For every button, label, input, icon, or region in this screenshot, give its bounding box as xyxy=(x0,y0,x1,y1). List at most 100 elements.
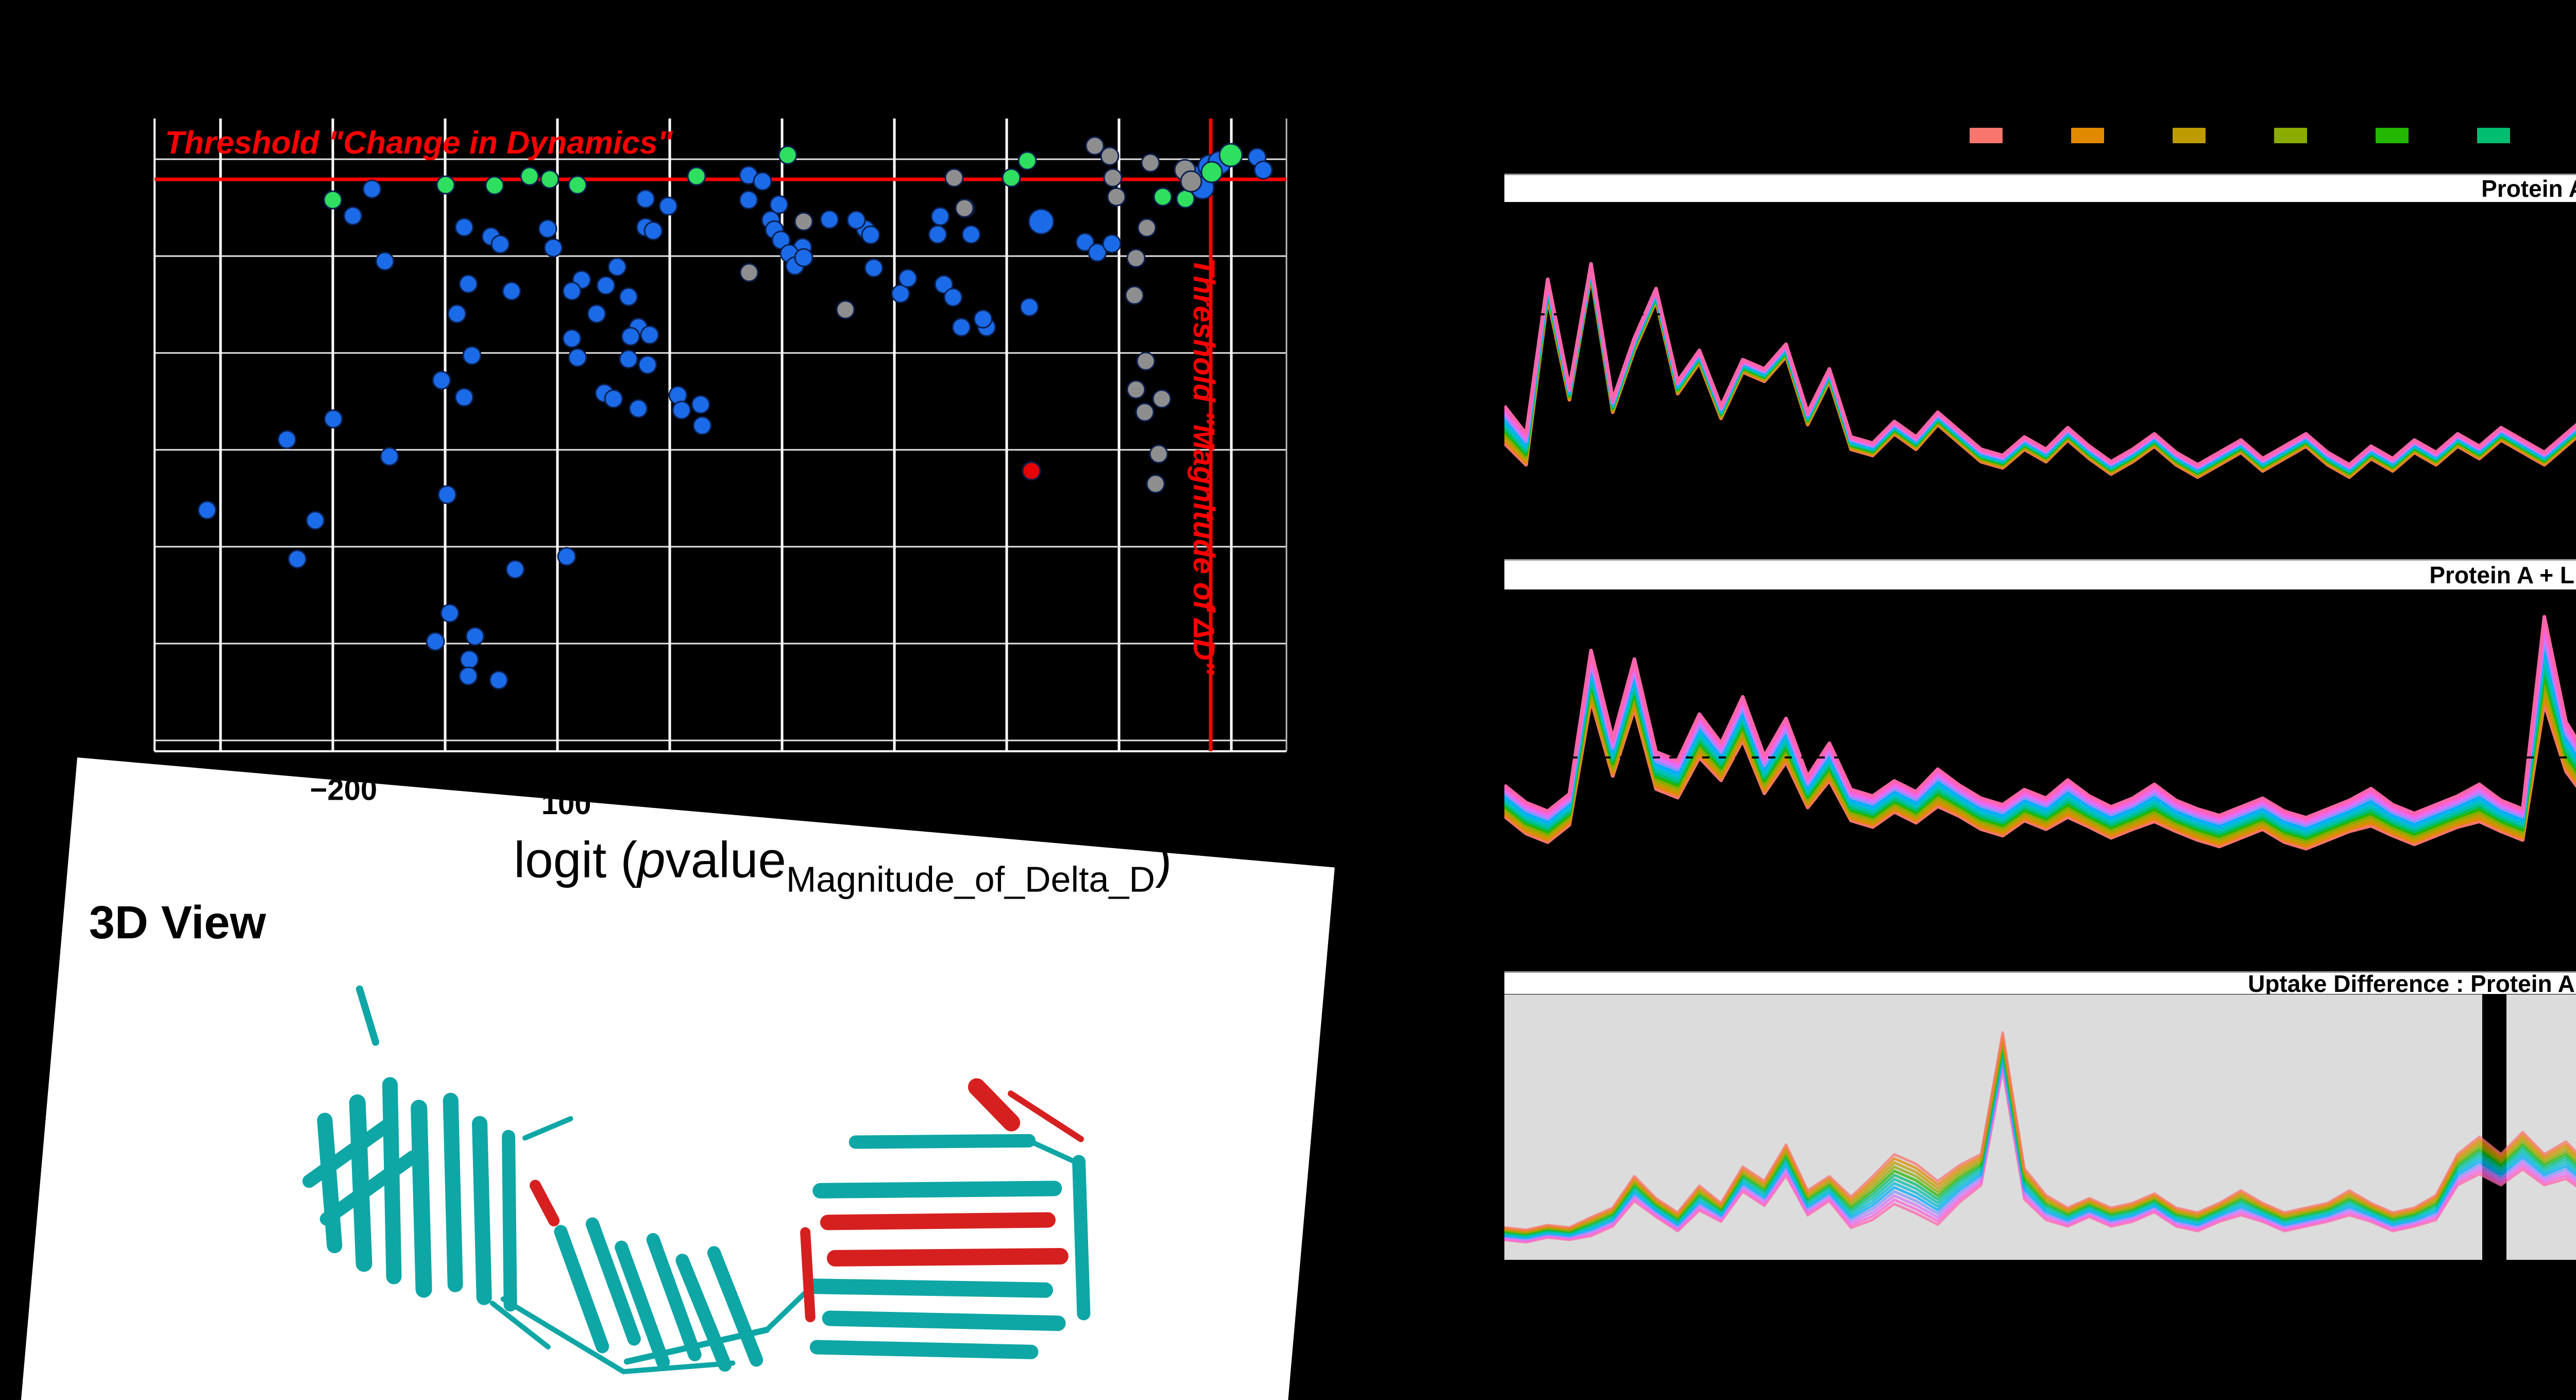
volcano-point[interactable] xyxy=(739,263,759,282)
volcano-plot[interactable] xyxy=(0,0,1340,773)
volcano-point[interactable] xyxy=(604,389,623,409)
uptake-series-timepoint-4[interactable] xyxy=(1504,1043,2576,1236)
volcano-point[interactable] xyxy=(426,632,445,651)
volcano-point[interactable] xyxy=(465,627,485,646)
volcano-point[interactable] xyxy=(687,166,706,186)
volcano-point[interactable] xyxy=(1126,380,1146,399)
volcano-point[interactable] xyxy=(619,349,638,369)
volcano-point[interactable] xyxy=(820,210,839,229)
volcano-point[interactable] xyxy=(380,447,399,466)
volcano-point[interactable] xyxy=(287,549,307,569)
legend-swatch-timepoint-3[interactable] xyxy=(2274,128,2307,143)
volcano-point[interactable] xyxy=(505,560,525,579)
volcano-point[interactable] xyxy=(607,257,627,277)
uptake-series-timepoint-5[interactable] xyxy=(1504,1047,2576,1237)
uptake-series-timepoint-6[interactable] xyxy=(1504,1050,2576,1238)
volcano-point[interactable] xyxy=(864,258,884,278)
uptake-series-timepoint-7[interactable] xyxy=(1504,233,2576,472)
volcano-point[interactable] xyxy=(1152,389,1172,409)
volcano-point[interactable] xyxy=(432,370,451,390)
volcano-point[interactable] xyxy=(502,281,521,301)
volcano-point[interactable] xyxy=(643,221,663,241)
volcano-point[interactable] xyxy=(538,219,557,239)
volcano-point[interactable] xyxy=(1176,189,1195,209)
volcano-point[interactable] xyxy=(1135,402,1155,422)
volcano-point[interactable] xyxy=(1141,153,1160,173)
protein-structure[interactable] xyxy=(206,944,1335,1400)
legend-swatch-timepoint-0[interactable] xyxy=(1970,128,2003,143)
uptake-series-timepoint-12[interactable] xyxy=(1504,615,2576,820)
volcano-point[interactable] xyxy=(277,430,297,449)
volcano-point[interactable] xyxy=(1126,248,1146,268)
volcano-point[interactable] xyxy=(1149,444,1168,464)
volcano-point[interactable] xyxy=(928,225,947,244)
legend-swatch-timepoint-4[interactable] xyxy=(2376,128,2409,143)
volcano-point[interactable] xyxy=(490,234,510,254)
volcano-point[interactable] xyxy=(544,238,563,258)
uptake-difference-chart[interactable] xyxy=(1504,994,2576,1275)
volcano-point[interactable] xyxy=(436,175,455,195)
uptake-series-timepoint-4[interactable] xyxy=(1504,241,2576,475)
volcano-point[interactable] xyxy=(943,288,963,307)
volcano-point[interactable] xyxy=(1002,168,1021,188)
volcano-point[interactable] xyxy=(691,395,710,414)
volcano-point[interactable] xyxy=(778,145,798,165)
volcano-point[interactable] xyxy=(454,387,474,407)
volcano-point[interactable] xyxy=(1136,351,1156,371)
volcano-point[interactable] xyxy=(1180,170,1202,193)
volcano-point[interactable] xyxy=(636,189,655,209)
volcano-point[interactable] xyxy=(462,346,482,365)
volcano-point[interactable] xyxy=(520,166,539,186)
volcano-point[interactable] xyxy=(944,168,964,188)
uptake-series-timepoint-3[interactable] xyxy=(1504,1040,2576,1235)
volcano-point[interactable] xyxy=(447,304,467,324)
volcano-point[interactable] xyxy=(794,212,814,231)
volcano-point[interactable] xyxy=(460,650,479,669)
volcano-point[interactable] xyxy=(638,355,657,375)
volcano-point[interactable] xyxy=(1137,218,1157,238)
uptake-series-timepoint-5[interactable] xyxy=(1504,239,2576,474)
volcano-point[interactable] xyxy=(1075,232,1095,252)
uptake-series-timepoint-8[interactable] xyxy=(1504,231,2576,471)
volcano-point[interactable] xyxy=(1018,151,1037,171)
volcano-point[interactable] xyxy=(1146,474,1165,494)
volcano-point[interactable] xyxy=(898,268,918,288)
volcano-point[interactable] xyxy=(596,276,616,295)
volcano-point[interactable] xyxy=(1125,285,1144,305)
uptake-chart-protein-a[interactable] xyxy=(1504,202,2576,563)
uptake-chart-protein-a-ligand[interactable] xyxy=(1504,589,2576,971)
volcano-point[interactable] xyxy=(891,284,910,303)
uptake-series-timepoint-1[interactable] xyxy=(1504,1034,2576,1233)
volcano-point[interactable] xyxy=(952,317,971,337)
volcano-point[interactable] xyxy=(324,409,343,429)
volcano-point[interactable] xyxy=(658,196,678,216)
uptake-series-timepoint-9[interactable] xyxy=(1504,228,2576,470)
volcano-point[interactable] xyxy=(375,251,395,271)
volcano-point[interactable] xyxy=(562,329,582,348)
uptake-series-timepoint-9[interactable] xyxy=(1504,1059,2576,1241)
volcano-point[interactable] xyxy=(1028,208,1055,235)
volcano-point[interactable] xyxy=(619,287,638,307)
uptake-series-timepoint-8[interactable] xyxy=(1504,1056,2576,1240)
volcano-point[interactable] xyxy=(562,281,582,301)
uptake-series-timepoint-2[interactable] xyxy=(1504,1037,2576,1234)
volcano-point[interactable] xyxy=(440,603,460,623)
volcano-point[interactable] xyxy=(459,274,478,294)
volcano-point[interactable] xyxy=(1022,461,1041,481)
volcano-point[interactable] xyxy=(1253,160,1273,180)
volcano-point[interactable] xyxy=(739,190,758,210)
volcano-point[interactable] xyxy=(955,198,974,218)
uptake-series-timepoint-11[interactable] xyxy=(1504,1065,2576,1243)
volcano-point[interactable] xyxy=(489,670,509,690)
volcano-point[interactable] xyxy=(1100,146,1120,166)
volcano-point[interactable] xyxy=(640,325,659,345)
volcano-point[interactable] xyxy=(454,217,474,237)
legend-swatch-timepoint-5[interactable] xyxy=(2477,128,2510,143)
volcano-point[interactable] xyxy=(587,304,606,324)
volcano-point[interactable] xyxy=(1107,187,1126,207)
volcano-point[interactable] xyxy=(794,248,814,267)
legend-swatch-timepoint-1[interactable] xyxy=(2071,128,2104,143)
volcano-point[interactable] xyxy=(557,547,577,566)
volcano-point[interactable] xyxy=(362,179,382,199)
volcano-point[interactable] xyxy=(861,225,880,245)
